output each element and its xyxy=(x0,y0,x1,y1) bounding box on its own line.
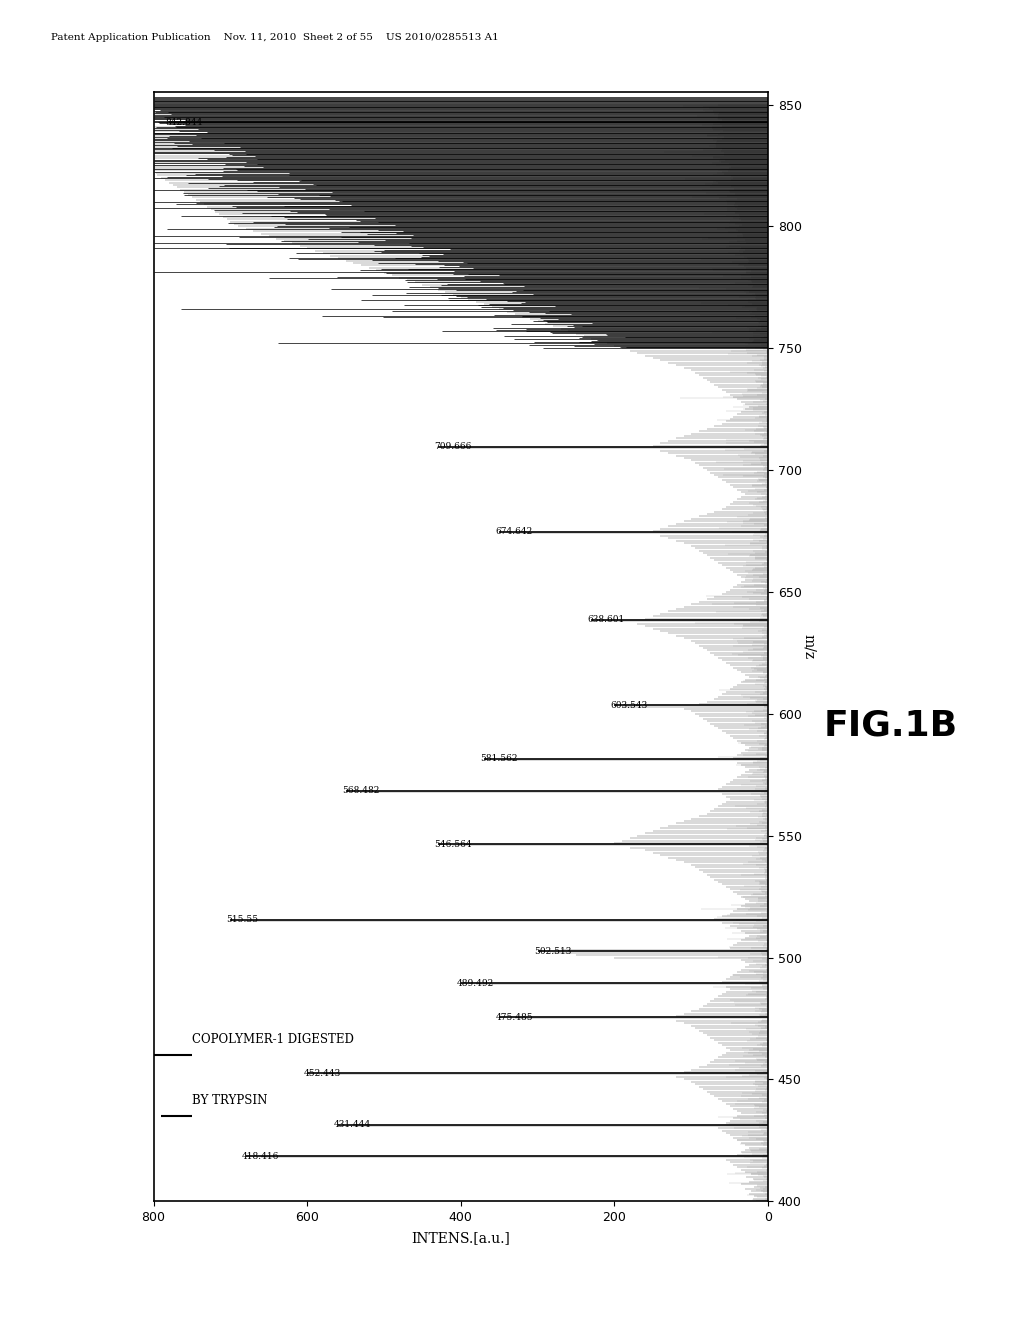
X-axis label: INTENS.[a.u.]: INTENS.[a.u.] xyxy=(412,1230,510,1245)
Text: 452.443: 452.443 xyxy=(303,1069,341,1078)
Text: 638.601: 638.601 xyxy=(588,615,625,624)
Text: 515.55: 515.55 xyxy=(226,915,259,924)
Text: 475.485: 475.485 xyxy=(496,1012,532,1022)
Text: 581.562: 581.562 xyxy=(480,754,517,763)
Text: 502.513: 502.513 xyxy=(534,946,571,956)
Text: COPOLYMER-1 DIGESTED: COPOLYMER-1 DIGESTED xyxy=(193,1032,354,1045)
Text: 709.666: 709.666 xyxy=(434,442,471,451)
Text: 418.416: 418.416 xyxy=(242,1152,280,1160)
Text: 431.444: 431.444 xyxy=(334,1121,372,1129)
Text: 568.482: 568.482 xyxy=(342,787,379,795)
Text: 546.564: 546.564 xyxy=(434,840,471,849)
Text: Patent Application Publication    Nov. 11, 2010  Sheet 2 of 55    US 2010/028551: Patent Application Publication Nov. 11, … xyxy=(51,33,499,42)
Text: 603.543: 603.543 xyxy=(610,701,648,710)
Text: 842.844: 842.844 xyxy=(165,117,203,127)
Text: BY TRYPSIN: BY TRYPSIN xyxy=(193,1094,267,1106)
Text: FIG.1B: FIG.1B xyxy=(824,709,957,743)
Text: 489.492: 489.492 xyxy=(457,978,495,987)
Y-axis label: m/z: m/z xyxy=(802,634,815,660)
Text: 674.642: 674.642 xyxy=(496,528,532,536)
